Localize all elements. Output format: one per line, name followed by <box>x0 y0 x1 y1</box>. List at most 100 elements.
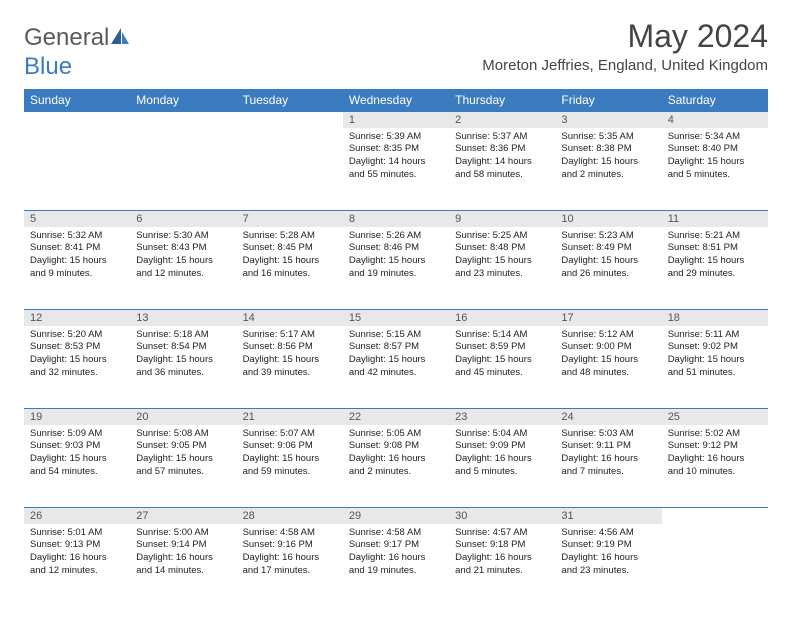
day-number-cell: 12 <box>24 309 130 326</box>
sunset-line: Sunset: 8:53 PM <box>30 341 124 354</box>
day-number <box>237 111 343 128</box>
day-number-cell: 5 <box>24 210 130 227</box>
day-number: 8 <box>343 210 449 227</box>
day-number: 22 <box>343 408 449 425</box>
daylight-line: Daylight: 15 hours and 9 minutes. <box>30 255 124 281</box>
day-number-cell <box>237 111 343 128</box>
sunrise-line: Sunrise: 5:05 AM <box>349 428 443 441</box>
sunrise-line: Sunrise: 4:58 AM <box>243 527 337 540</box>
month-title: May 2024 <box>482 18 768 55</box>
daylight-line: Daylight: 15 hours and 59 minutes. <box>243 453 337 479</box>
week-body-row: Sunrise: 5:09 AMSunset: 9:03 PMDaylight:… <box>24 425 768 507</box>
sunset-line: Sunset: 9:09 PM <box>455 440 549 453</box>
day-body <box>237 128 343 135</box>
day-number-cell: 17 <box>555 309 661 326</box>
calendar-table: SundayMondayTuesdayWednesdayThursdayFrid… <box>24 89 768 606</box>
day-body: Sunrise: 5:30 AMSunset: 8:43 PMDaylight:… <box>130 227 236 285</box>
day-number-cell: 31 <box>555 507 661 524</box>
sunrise-line: Sunrise: 5:02 AM <box>668 428 762 441</box>
day-body-cell <box>130 128 236 210</box>
sunset-line: Sunset: 8:45 PM <box>243 242 337 255</box>
calendar-body: 1234Sunrise: 5:39 AMSunset: 8:35 PMDayli… <box>24 111 768 606</box>
sunrise-line: Sunrise: 5:11 AM <box>668 329 762 342</box>
day-body-cell: Sunrise: 5:03 AMSunset: 9:11 PMDaylight:… <box>555 425 661 507</box>
sunrise-line: Sunrise: 5:12 AM <box>561 329 655 342</box>
day-body: Sunrise: 5:39 AMSunset: 8:35 PMDaylight:… <box>343 128 449 186</box>
daylight-line: Daylight: 15 hours and 12 minutes. <box>136 255 230 281</box>
week-body-row: Sunrise: 5:01 AMSunset: 9:13 PMDaylight:… <box>24 524 768 606</box>
sunset-line: Sunset: 8:59 PM <box>455 341 549 354</box>
day-number: 4 <box>662 111 768 128</box>
location-subtitle: Moreton Jeffries, England, United Kingdo… <box>482 57 768 74</box>
day-body-cell: Sunrise: 5:02 AMSunset: 9:12 PMDaylight:… <box>662 425 768 507</box>
day-body: Sunrise: 4:58 AMSunset: 9:17 PMDaylight:… <box>343 524 449 582</box>
daylight-line: Daylight: 14 hours and 55 minutes. <box>349 156 443 182</box>
day-header: Wednesday <box>343 89 449 111</box>
day-number: 27 <box>130 507 236 524</box>
sunset-line: Sunset: 8:41 PM <box>30 242 124 255</box>
day-number-cell: 27 <box>130 507 236 524</box>
day-body-cell: Sunrise: 5:20 AMSunset: 8:53 PMDaylight:… <box>24 326 130 408</box>
sunrise-line: Sunrise: 5:21 AM <box>668 230 762 243</box>
week-daynum-row: 567891011 <box>24 210 768 227</box>
day-number: 29 <box>343 507 449 524</box>
logo-word-2: Blue <box>24 53 72 80</box>
day-body: Sunrise: 5:18 AMSunset: 8:54 PMDaylight:… <box>130 326 236 384</box>
day-number-cell: 21 <box>237 408 343 425</box>
day-body-cell: Sunrise: 5:37 AMSunset: 8:36 PMDaylight:… <box>449 128 555 210</box>
day-body-cell: Sunrise: 5:26 AMSunset: 8:46 PMDaylight:… <box>343 227 449 309</box>
day-number: 10 <box>555 210 661 227</box>
daylight-line: Daylight: 14 hours and 58 minutes. <box>455 156 549 182</box>
day-body-cell: Sunrise: 5:28 AMSunset: 8:45 PMDaylight:… <box>237 227 343 309</box>
day-body-cell: Sunrise: 5:05 AMSunset: 9:08 PMDaylight:… <box>343 425 449 507</box>
day-body: Sunrise: 5:11 AMSunset: 9:02 PMDaylight:… <box>662 326 768 384</box>
day-body: Sunrise: 5:12 AMSunset: 9:00 PMDaylight:… <box>555 326 661 384</box>
day-body: Sunrise: 4:58 AMSunset: 9:16 PMDaylight:… <box>237 524 343 582</box>
daylight-line: Daylight: 15 hours and 39 minutes. <box>243 354 337 380</box>
sunrise-line: Sunrise: 5:01 AM <box>30 527 124 540</box>
day-number: 30 <box>449 507 555 524</box>
day-body-cell: Sunrise: 5:14 AMSunset: 8:59 PMDaylight:… <box>449 326 555 408</box>
daylight-line: Daylight: 16 hours and 19 minutes. <box>349 552 443 578</box>
day-number-cell <box>662 507 768 524</box>
sunset-line: Sunset: 9:14 PM <box>136 539 230 552</box>
day-number-cell: 13 <box>130 309 236 326</box>
sunrise-line: Sunrise: 5:26 AM <box>349 230 443 243</box>
day-body-cell: Sunrise: 5:39 AMSunset: 8:35 PMDaylight:… <box>343 128 449 210</box>
sunset-line: Sunset: 9:12 PM <box>668 440 762 453</box>
day-number <box>24 111 130 128</box>
day-number: 13 <box>130 309 236 326</box>
day-number-cell: 1 <box>343 111 449 128</box>
day-number-cell: 11 <box>662 210 768 227</box>
day-header: Monday <box>130 89 236 111</box>
daylight-line: Daylight: 15 hours and 23 minutes. <box>455 255 549 281</box>
day-body: Sunrise: 5:05 AMSunset: 9:08 PMDaylight:… <box>343 425 449 483</box>
calendar-header-row: SundayMondayTuesdayWednesdayThursdayFrid… <box>24 89 768 111</box>
daylight-line: Daylight: 16 hours and 12 minutes. <box>30 552 124 578</box>
week-body-row: Sunrise: 5:20 AMSunset: 8:53 PMDaylight:… <box>24 326 768 408</box>
day-body: Sunrise: 5:17 AMSunset: 8:56 PMDaylight:… <box>237 326 343 384</box>
sunset-line: Sunset: 8:56 PM <box>243 341 337 354</box>
sunrise-line: Sunrise: 5:34 AM <box>668 131 762 144</box>
day-number-cell: 2 <box>449 111 555 128</box>
day-body-cell: Sunrise: 5:00 AMSunset: 9:14 PMDaylight:… <box>130 524 236 606</box>
day-body: Sunrise: 5:14 AMSunset: 8:59 PMDaylight:… <box>449 326 555 384</box>
sunset-line: Sunset: 8:36 PM <box>455 143 549 156</box>
day-number: 18 <box>662 309 768 326</box>
week-daynum-row: 12131415161718 <box>24 309 768 326</box>
sunset-line: Sunset: 9:03 PM <box>30 440 124 453</box>
day-body-cell: Sunrise: 5:11 AMSunset: 9:02 PMDaylight:… <box>662 326 768 408</box>
sunrise-line: Sunrise: 5:35 AM <box>561 131 655 144</box>
day-number-cell: 7 <box>237 210 343 227</box>
day-body-cell: Sunrise: 5:34 AMSunset: 8:40 PMDaylight:… <box>662 128 768 210</box>
sunset-line: Sunset: 8:48 PM <box>455 242 549 255</box>
day-body: Sunrise: 5:26 AMSunset: 8:46 PMDaylight:… <box>343 227 449 285</box>
day-header: Friday <box>555 89 661 111</box>
day-body <box>662 524 768 531</box>
day-body-cell: Sunrise: 5:30 AMSunset: 8:43 PMDaylight:… <box>130 227 236 309</box>
day-number: 16 <box>449 309 555 326</box>
day-body-cell: Sunrise: 4:56 AMSunset: 9:19 PMDaylight:… <box>555 524 661 606</box>
day-body-cell <box>237 128 343 210</box>
day-number <box>130 111 236 128</box>
day-number: 15 <box>343 309 449 326</box>
